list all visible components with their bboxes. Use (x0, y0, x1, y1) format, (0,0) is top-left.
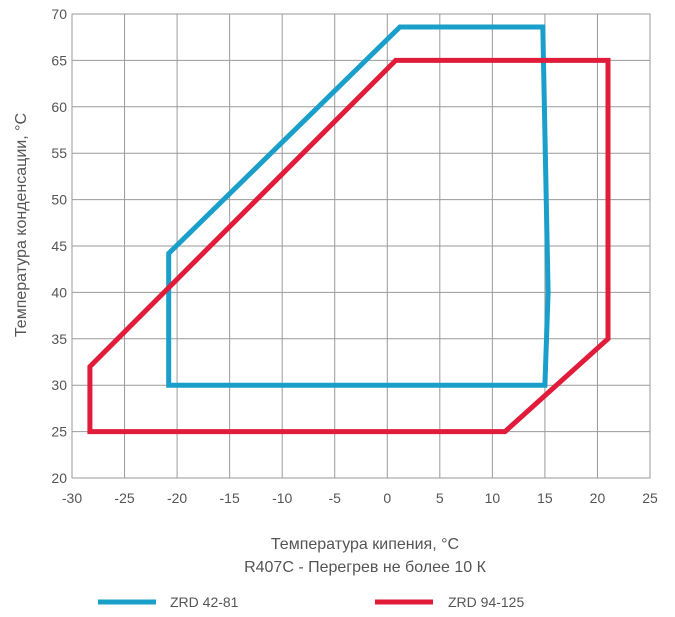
y-tick-label: 45 (51, 238, 67, 254)
y-tick-label: 70 (51, 6, 67, 22)
x-tick-label: -10 (272, 490, 292, 506)
y-tick-label: 60 (51, 99, 67, 115)
y-tick-label: 55 (51, 145, 67, 161)
x-tick-label: 5 (436, 490, 444, 506)
x-tick-label: 20 (590, 490, 606, 506)
series-group (87, 24, 611, 435)
y-tick-label: 40 (51, 284, 67, 300)
x-tick-label: -15 (220, 490, 240, 506)
x-tick-label: -25 (114, 490, 134, 506)
grid (71, 13, 651, 479)
plot-frame (71, 13, 651, 479)
y-tick-label: 65 (51, 52, 67, 68)
x-tick-label: 15 (537, 490, 553, 506)
x-axis-title: Температура кипения, °C (271, 536, 459, 553)
y-tick-label: 50 (51, 192, 67, 208)
series-line-zrd-42-81 (166, 24, 551, 388)
y-tick-label: 25 (51, 424, 67, 440)
y-axis-title: Температура конденсации, °C (13, 113, 30, 337)
legend-label-zrd-94-125: ZRD 94-125 (448, 594, 524, 610)
y-tick-label: 20 (51, 470, 67, 486)
chart-subtitle: R407C - Перегрев не более 10 К (244, 559, 487, 576)
y-axis-ticks: 20 25 30 35 40 45 50 55 60 65 70 (51, 6, 67, 486)
y-tick-label: 30 (51, 377, 67, 393)
x-tick-label: 0 (383, 490, 391, 506)
legend-label-zrd-42-81: ZRD 42-81 (170, 594, 239, 610)
x-tick-label: -5 (329, 490, 342, 506)
x-tick-label: -30 (62, 490, 82, 506)
y-tick-label: 35 (51, 331, 67, 347)
series-line-zrd-94-125 (87, 57, 611, 435)
x-tick-label: -20 (167, 490, 187, 506)
x-tick-label: 10 (485, 490, 501, 506)
x-tick-label: 25 (642, 490, 658, 506)
legend: ZRD 42-81 ZRD 94-125 (98, 594, 524, 610)
x-axis-ticks: -30 -25 -20 -15 -10 -5 0 5 10 15 20 25 (62, 490, 658, 506)
